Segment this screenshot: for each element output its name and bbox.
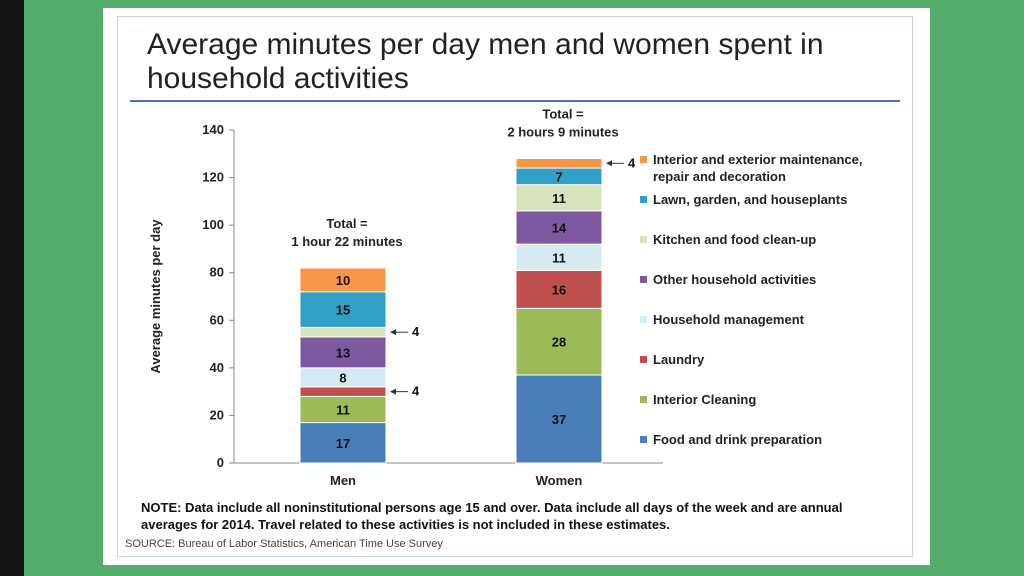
legend-swatch — [640, 396, 647, 403]
y-tick-label: 80 — [210, 265, 224, 280]
data-label: 17 — [336, 436, 350, 451]
slide: Average minutes per day men and women sp… — [103, 8, 930, 565]
legend-label: Household management — [653, 312, 805, 327]
data-label: 10 — [336, 273, 350, 288]
y-axis-label: Average minutes per day — [148, 219, 163, 374]
legend-label: Kitchen and food clean-up — [653, 232, 816, 247]
bar-segment — [299, 267, 387, 293]
legend-label: Laundry — [653, 352, 705, 367]
bar-segment — [299, 386, 387, 397]
data-label: 14 — [552, 221, 567, 236]
chart-title: Average minutes per day men and women sp… — [147, 28, 824, 95]
left-dark-bar — [0, 0, 24, 576]
data-label: 37 — [552, 412, 566, 427]
callout-arrow-head — [390, 329, 396, 336]
stacked-bar-chart: 0 20 40 60 80 100 120 140 Average minutes per da… — [148, 107, 863, 488]
data-label: 7 — [555, 169, 562, 184]
total-label-line2: 1 hour 22 minutes — [291, 234, 402, 249]
legend-swatch — [640, 316, 647, 323]
legend-label: Other household activities — [653, 272, 816, 287]
total-label-line1: Total = — [326, 216, 368, 231]
bar-segment — [299, 291, 387, 328]
bar-segment — [299, 336, 387, 369]
y-tick-label: 100 — [202, 217, 224, 232]
data-label: 8 — [339, 370, 346, 385]
callout-arrow-head — [390, 388, 396, 395]
chart-note: NOTE: Data include all noninstitutional … — [141, 500, 843, 532]
data-label: 4 — [628, 155, 636, 170]
legend-label: Interior and exterior maintenance, — [653, 152, 863, 167]
data-label: 13 — [336, 345, 350, 360]
legend-swatch — [640, 236, 647, 243]
x-tick-label: Women — [536, 473, 583, 488]
y-tick-label: 0 — [217, 455, 224, 470]
legend-swatch — [640, 436, 647, 443]
y-tick-label: 120 — [202, 170, 224, 185]
legend-label: Interior Cleaning — [653, 392, 756, 407]
data-label: 16 — [552, 282, 566, 297]
bar-segment — [299, 326, 387, 338]
y-tick-label: 60 — [210, 312, 224, 327]
total-label-line1: Total = — [542, 107, 584, 122]
legend-label: Food and drink preparation — [653, 432, 822, 447]
bar-segment — [515, 307, 603, 376]
legend-swatch — [640, 356, 647, 363]
y-tick-label: 40 — [210, 360, 224, 375]
data-label: 11 — [552, 191, 566, 206]
bar-segment — [515, 184, 603, 212]
legend-label: Lawn, garden, and houseplants — [653, 192, 847, 207]
title-rule — [130, 100, 900, 102]
data-label: 11 — [336, 402, 350, 417]
data-label: 28 — [552, 335, 566, 350]
callout-arrow-head — [606, 160, 612, 167]
total-label-line2: 2 hours 9 minutes — [507, 125, 618, 140]
x-tick-label: Men — [330, 473, 356, 488]
bar-segment — [299, 395, 387, 424]
data-label: 4 — [412, 324, 420, 339]
legend-swatch — [640, 276, 647, 283]
legend-swatch — [640, 196, 647, 203]
y-tick-label: 20 — [210, 407, 224, 422]
legend-swatch — [640, 156, 647, 163]
chart-source: SOURCE: Bureau of Labor Statistics, Amer… — [125, 538, 443, 550]
data-label: 11 — [552, 250, 566, 265]
y-tick-label: 140 — [202, 122, 224, 137]
bar-segment — [515, 269, 603, 309]
bar-segment — [515, 243, 603, 271]
legend-label: repair and decoration — [653, 169, 786, 184]
slide-frame — [117, 16, 913, 557]
data-label: 15 — [336, 303, 350, 318]
data-label: 4 — [412, 384, 420, 399]
bar-segment — [515, 158, 603, 169]
